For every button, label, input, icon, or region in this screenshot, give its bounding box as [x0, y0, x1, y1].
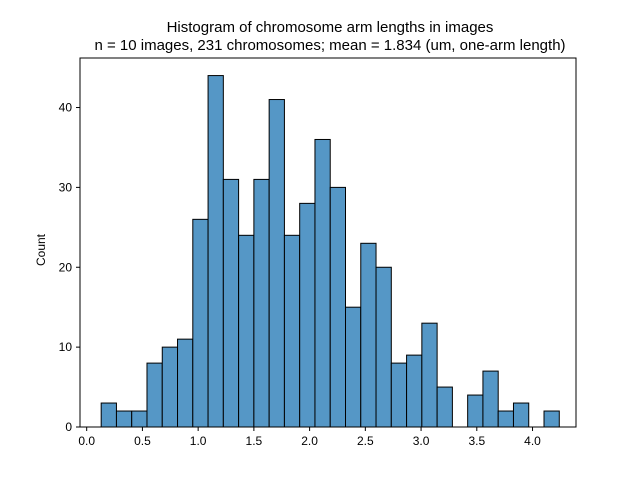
histogram-bar — [161, 346, 179, 428]
y-tick-label: 40 — [59, 101, 73, 115]
histogram-bar — [436, 386, 453, 428]
y-tick-label: 30 — [59, 180, 73, 194]
histogram-bar — [421, 322, 438, 428]
histogram-bar — [406, 354, 423, 428]
histogram-bar — [375, 266, 392, 428]
histogram-bar — [177, 338, 194, 428]
chart-title: Histogram of chromosome arm lengths in i… — [167, 19, 494, 36]
histogram-bar — [146, 362, 163, 428]
x-tick-label: 4.0 — [524, 434, 541, 448]
histogram-bar — [482, 370, 499, 428]
histogram-bar — [207, 75, 224, 428]
histogram-bar — [115, 410, 133, 428]
x-tick-label: 3.0 — [413, 434, 430, 448]
x-tick-label: 2.5 — [357, 434, 374, 448]
histogram-bar — [268, 99, 285, 428]
histogram-bar — [344, 306, 362, 428]
histogram-bar — [238, 234, 255, 428]
y-tick-label: 0 — [65, 420, 72, 434]
histogram-bars — [100, 75, 560, 428]
histogram-bar — [467, 394, 484, 428]
chart-subtitle: n = 10 images, 231 chromosomes; mean = 1… — [94, 37, 565, 54]
y-tick-label: 20 — [59, 260, 73, 274]
x-tick-label: 3.5 — [468, 434, 485, 448]
histogram-bar — [512, 402, 530, 428]
plot-frame — [79, 57, 577, 428]
histogram-bar — [100, 402, 117, 428]
histogram-bar — [390, 362, 408, 428]
histogram-bar — [283, 234, 301, 428]
histogram-bar — [222, 178, 240, 428]
x-tick-label: 0.0 — [78, 434, 95, 448]
y-axis-ticks: 0 10 20 30 40 — [59, 101, 80, 434]
histogram-bar — [329, 186, 346, 428]
histogram-bar — [299, 202, 316, 428]
x-tick-label: 2.0 — [301, 434, 318, 448]
x-tick-label: 0.5 — [134, 434, 151, 448]
x-tick-label: 1.5 — [246, 434, 263, 448]
histogram-bar — [253, 178, 270, 428]
y-axis-label: Count — [34, 233, 48, 266]
histogram-bar — [360, 242, 377, 428]
y-tick-label: 10 — [59, 340, 73, 354]
histogram-bar — [131, 410, 148, 428]
histogram-bar — [543, 410, 560, 428]
histogram-bar — [192, 218, 209, 428]
histogram-bar — [314, 138, 331, 428]
x-axis-ticks: 0.0 0.5 1.0 1.5 2.0 2.5 3.0 3.5 4.0 — [78, 427, 541, 448]
x-tick-label: 1.0 — [190, 434, 207, 448]
histogram-bar — [497, 410, 514, 428]
